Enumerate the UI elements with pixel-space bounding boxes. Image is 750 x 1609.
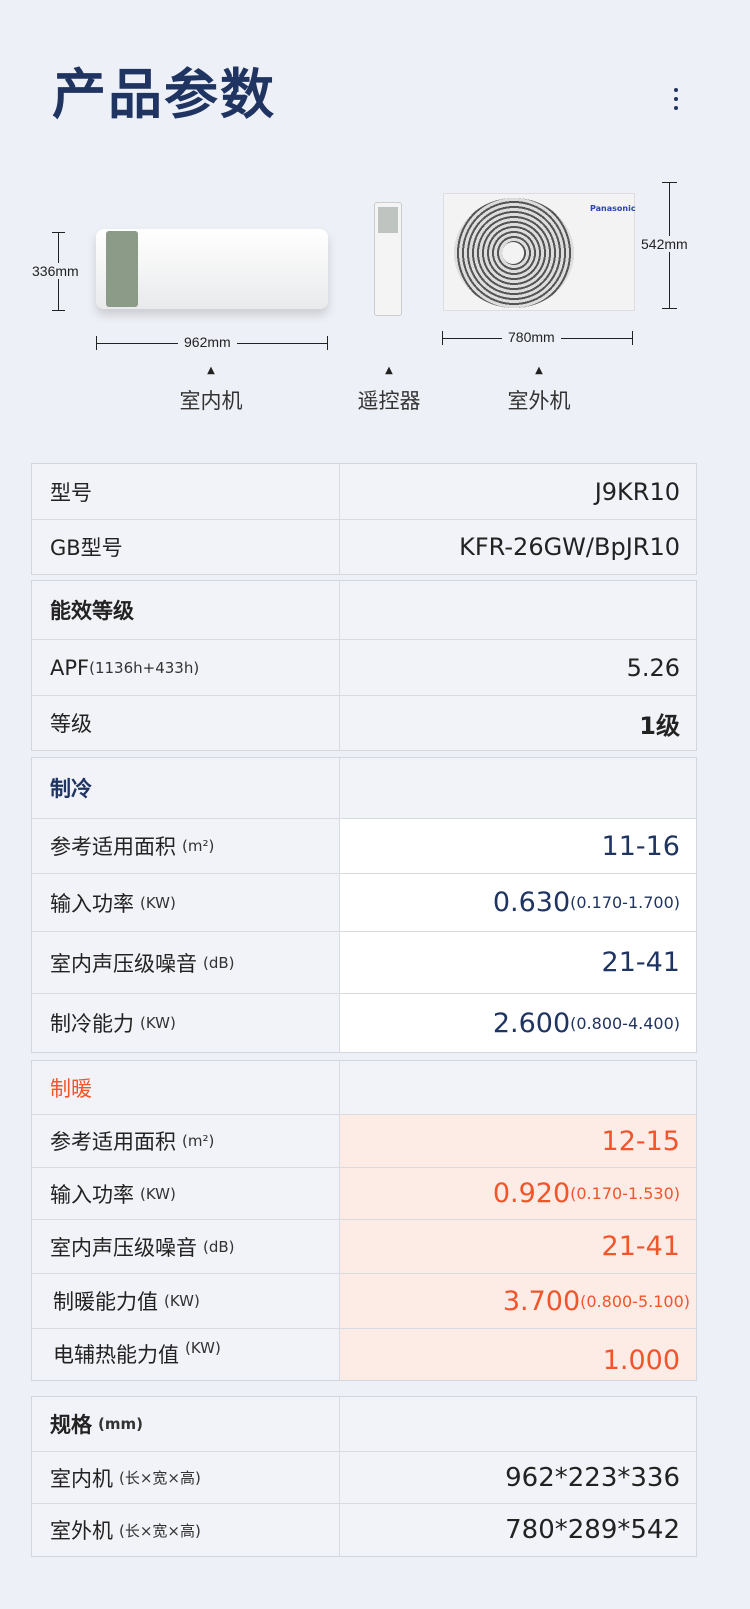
caption-outdoor: 室外机 [507,389,571,413]
table-row: 室外机 (长×宽×高) 780*289*542 [32,1503,696,1556]
brand-logo: Panasonic [590,204,636,213]
more-menu-icon[interactable] [668,88,684,110]
row-range: (0.800-5.100) [580,1291,690,1311]
row-value: 0.920 [492,1178,571,1209]
table-row: 室内机 (长×宽×高) 962*223*336 [32,1451,696,1503]
model-table: 型号 J9KR10 GB型号 KFR-26GW/BpJR10 [31,463,697,575]
caption-indoor: 室内机 [179,389,243,413]
indoor-unit-image [96,229,328,309]
heating-table: 制暖 参考适用面积 (m²) 12-15 输入功率 (KW) 0.920 (0.170-1… [31,1060,697,1381]
indoor-height-label: 336mm [32,263,79,279]
table-row: 输入功率 (KW) 0.920 (0.170-1.530) [32,1167,696,1219]
remote-control-image [374,202,402,316]
row-label: APF [50,655,90,680]
row-unit: (KW) [140,893,176,912]
section-unit: (mm) [98,1415,143,1433]
row-value: 5.26 [626,653,680,682]
table-row: 制暖能力值 (KW) 3.700 (0.800-5.100) [32,1273,696,1328]
table-row: 制冷能力 (KW) 2.600 (0.800-4.400) [32,993,696,1052]
row-value: 1级 [639,711,680,740]
row-value: 2.600 [492,1007,571,1039]
row-label: 型号 [32,464,340,519]
indoor-width-label: 962mm [178,334,237,350]
row-label: 参考适用面积 [50,1130,176,1154]
row-unit: (KW) [140,1014,176,1032]
row-value: 1.000 [602,1345,680,1376]
section-header: 规格 [50,1413,92,1437]
row-unit: (dB) [203,1237,235,1256]
table-row: 参考适用面积 (m²) 11-16 [32,818,696,873]
table-row: 输入功率 (KW) 0.630 (0.170-1.700) [32,873,696,931]
row-value: 0.630 [492,887,571,918]
row-value: 3.700 [502,1285,581,1317]
row-label: 室内声压级噪音 [50,951,197,976]
row-range: (0.800-4.400) [570,1013,680,1033]
row-value: 21-41 [601,947,680,978]
table-row: 参考适用面积 (m²) 12-15 [32,1114,696,1167]
section-header: 制冷 [32,758,340,818]
row-unit: (KW) [164,1292,200,1310]
outdoor-width-label: 780mm [502,329,561,345]
row-label: 等级 [32,696,340,750]
row-unit: (m²) [182,837,215,855]
row-label: 制暖能力值 [53,1290,158,1314]
row-unit: (KW) [185,1339,221,1357]
row-value: 962*223*336 [505,1462,680,1493]
row-unit: (1136h+433h) [89,658,200,677]
table-row: 电辅热能力值 (KW) 1.000 [32,1328,696,1380]
row-unit: (m²) [182,1132,215,1150]
row-label: 室内声压级噪音 [50,1235,197,1260]
row-unit: (长×宽×高) [119,1469,201,1487]
row-label: GB型号 [32,520,340,574]
row-label: 输入功率 [50,1182,134,1207]
row-label: 输入功率 [50,891,134,916]
row-unit: (dB) [203,953,235,972]
efficiency-table: 能效等级 APF (1136h+433h) 5.26 等级 1级 [31,580,697,751]
row-range: (0.170-1.530) [570,1184,680,1203]
table-row: 室内声压级噪音 (dB) 21-41 [32,1219,696,1273]
row-value: 780*289*542 [505,1515,680,1545]
row-value: KFR-26GW/BpJR10 [459,533,680,561]
row-unit: (长×宽×高) [119,1521,201,1540]
table-row: 型号 J9KR10 [32,464,696,519]
row-label: 电辅热能力值 [53,1343,179,1367]
section-header: 能效等级 [32,581,340,639]
row-label: 室内机 [50,1466,113,1491]
row-unit: (KW) [140,1184,176,1203]
caption-remote: 遥控器 [357,389,421,413]
row-label: 室外机 [50,1519,113,1543]
outdoor-unit-image: Panasonic [443,193,636,311]
page-title: 产品参数 [52,63,276,126]
table-row: APF (1136h+433h) 5.26 [32,639,696,695]
row-value: 12-15 [601,1125,680,1157]
row-label: 制冷能力 [50,1012,134,1036]
outdoor-height-label: 542mm [641,236,688,252]
size-table: 规格 (mm) 室内机 (长×宽×高) 962*223*336 室外机 (长×宽×高) 7… [31,1396,697,1557]
row-value: 11-16 [601,830,680,862]
row-range: (0.170-1.700) [570,893,680,912]
table-row: 等级 1级 [32,695,696,750]
table-row: GB型号 KFR-26GW/BpJR10 [32,519,696,574]
table-row: 室内声压级噪音 (dB) 21-41 [32,931,696,993]
section-header: 制暖 [32,1061,340,1114]
cooling-table: 制冷 参考适用面积 (m²) 11-16 输入功率 (KW) 0.630 (0.170-1… [31,757,697,1053]
row-value: 21-41 [601,1231,680,1262]
row-label: 参考适用面积 [50,835,176,859]
row-value: J9KR10 [594,477,680,506]
